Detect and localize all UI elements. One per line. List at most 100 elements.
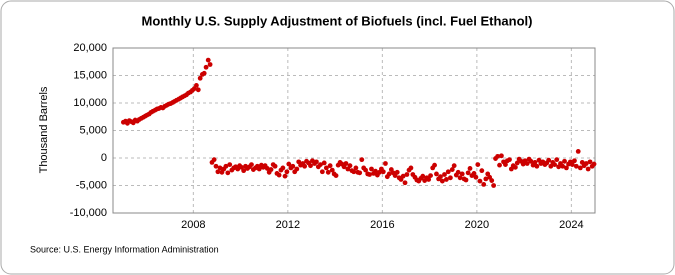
data-point bbox=[205, 57, 211, 63]
data-point bbox=[323, 165, 329, 171]
data-point bbox=[217, 165, 223, 171]
data-point bbox=[489, 178, 495, 183]
source-note: Source: U.S. Energy Information Administ… bbox=[30, 244, 219, 254]
data-point bbox=[552, 162, 557, 168]
data-point bbox=[343, 161, 349, 166]
y-tick-label: 10,000 bbox=[73, 97, 107, 109]
x-tick-label: 2008 bbox=[181, 219, 205, 231]
data-point bbox=[560, 163, 566, 169]
data-point bbox=[434, 171, 439, 177]
data-point bbox=[479, 168, 485, 174]
data-point bbox=[268, 167, 274, 172]
data-point bbox=[457, 175, 463, 181]
data-point bbox=[211, 157, 217, 163]
data-point bbox=[400, 173, 406, 179]
data-point bbox=[554, 157, 560, 163]
data-point bbox=[367, 172, 372, 177]
data-point bbox=[473, 174, 479, 180]
data-point bbox=[383, 161, 388, 166]
data-point bbox=[438, 174, 443, 180]
data-point bbox=[491, 183, 497, 188]
data-point bbox=[321, 160, 327, 166]
data-point bbox=[256, 166, 262, 172]
data-point bbox=[428, 173, 433, 179]
data-point bbox=[380, 169, 386, 175]
data-point bbox=[528, 158, 534, 164]
data-point bbox=[432, 162, 437, 168]
data-point bbox=[314, 159, 319, 165]
x-tick-label: 2024 bbox=[559, 219, 583, 231]
data-point bbox=[587, 159, 593, 165]
data-point bbox=[455, 169, 461, 175]
data-point bbox=[402, 180, 408, 186]
data-point bbox=[369, 166, 374, 172]
data-point bbox=[319, 169, 325, 175]
data-point bbox=[573, 163, 579, 169]
data-point bbox=[449, 167, 455, 172]
data-point bbox=[201, 70, 207, 76]
x-tick-label: 2020 bbox=[465, 219, 489, 231]
data-point bbox=[215, 169, 221, 175]
data-point bbox=[203, 64, 209, 70]
data-point bbox=[286, 161, 292, 167]
data-point bbox=[408, 165, 414, 171]
data-point bbox=[394, 169, 400, 175]
data-point bbox=[463, 177, 469, 183]
data-point bbox=[591, 161, 597, 167]
data-point bbox=[308, 163, 313, 169]
x-tick-label: 2016 bbox=[370, 219, 394, 231]
data-point bbox=[386, 171, 392, 177]
data-point bbox=[507, 157, 512, 163]
data-point bbox=[514, 160, 520, 166]
y-tick-label: 20,000 bbox=[73, 42, 107, 54]
data-point bbox=[223, 163, 229, 169]
data-point bbox=[195, 87, 201, 93]
data-point bbox=[197, 75, 203, 81]
data-point bbox=[572, 158, 577, 164]
data-point bbox=[276, 172, 282, 178]
data-point bbox=[499, 153, 504, 159]
data-point bbox=[583, 161, 589, 166]
data-point bbox=[577, 165, 583, 171]
data-point bbox=[225, 170, 231, 176]
data-point bbox=[327, 163, 333, 169]
data-point bbox=[524, 161, 530, 166]
y-tick-label: 0 bbox=[101, 152, 107, 164]
data-point bbox=[497, 162, 502, 168]
y-axis-label: Thousand Barrels bbox=[38, 86, 50, 173]
data-point bbox=[294, 166, 300, 172]
data-point bbox=[451, 163, 457, 169]
data-point bbox=[333, 173, 339, 179]
data-point bbox=[471, 171, 477, 176]
data-point bbox=[575, 149, 581, 154]
data-point bbox=[282, 173, 288, 179]
y-tick-label: -10,000 bbox=[70, 207, 107, 219]
data-point bbox=[459, 171, 465, 177]
data-point bbox=[329, 167, 335, 173]
data-point bbox=[325, 169, 331, 175]
data-point bbox=[359, 157, 365, 163]
data-point bbox=[467, 166, 473, 171]
data-point bbox=[495, 153, 501, 159]
data-point bbox=[420, 173, 426, 179]
data-point bbox=[475, 162, 481, 168]
data-point bbox=[426, 177, 432, 182]
data-point bbox=[357, 170, 363, 176]
data-point bbox=[534, 163, 540, 169]
plot-frame bbox=[112, 47, 596, 214]
data-point bbox=[465, 170, 471, 176]
data-point bbox=[548, 163, 554, 169]
data-point bbox=[481, 182, 487, 187]
y-tick-label: 15,000 bbox=[73, 69, 107, 81]
data-point bbox=[363, 167, 368, 173]
data-point bbox=[443, 177, 449, 182]
data-point bbox=[302, 163, 308, 169]
data-point bbox=[503, 162, 508, 168]
data-point bbox=[290, 163, 296, 169]
y-tick-label: 5,000 bbox=[79, 124, 107, 136]
data-point bbox=[404, 172, 410, 177]
data-point bbox=[351, 169, 357, 175]
